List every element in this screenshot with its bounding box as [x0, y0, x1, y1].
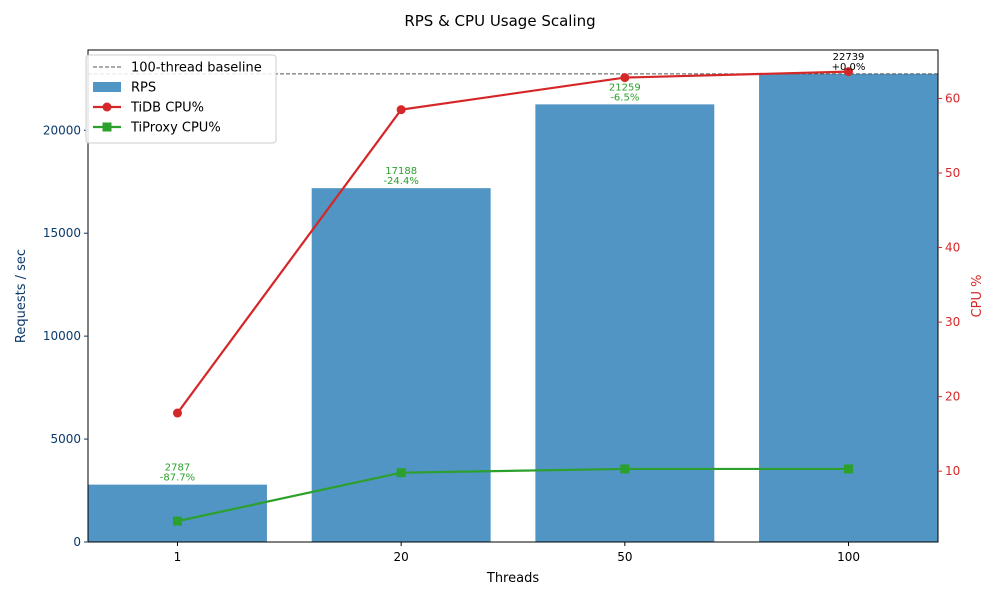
series-line-tiproxycpu — [177, 467, 849, 523]
bar-value-label-50: 21259 — [609, 82, 641, 93]
series-point-tiproxycpu-50 — [620, 464, 630, 474]
x-tick-label-1: 1 — [174, 550, 182, 564]
y-axis-right: 10 20 30 40 50 60 — [938, 91, 960, 478]
series-point-tidbcpu-1 — [172, 408, 182, 418]
series-point-tidbcpu-100 — [844, 67, 854, 77]
bar-value-labels: 2787-87.7% 17188-24.4% 21259-6.5% 22739+0.0… — [160, 52, 866, 484]
y-right-tick-label-40: 40 — [945, 241, 960, 255]
bar-value-label-1: 2787 — [165, 463, 190, 474]
rps-bar-20 — [311, 188, 491, 542]
y-left-tick-label-20000: 20000 — [43, 123, 81, 137]
bar-value-label-100: 22739 — [833, 52, 865, 63]
y-left-tick-label-15000: 15000 — [43, 226, 81, 240]
x-axis: 1 20 50 100 — [174, 542, 860, 564]
y-axis-right-label: CPU % — [970, 275, 985, 318]
legend-label-rps: RPS — [131, 81, 156, 96]
y-right-tick-label-10: 10 — [945, 464, 960, 478]
x-tick-label-20: 20 — [394, 550, 409, 564]
y-right-tick-label-30: 30 — [945, 315, 960, 329]
bar-change-label-50: -6.5% — [610, 92, 639, 103]
series-point-tiproxycpu-1 — [172, 516, 182, 526]
x-tick-label-50: 50 — [617, 550, 632, 564]
y-axis-left-label: Requests / sec — [14, 249, 29, 343]
legend: 100-thread baseline RPS TiDB CPU% TiProxy C… — [85, 54, 277, 144]
y-axis-left: 0 5000 10000 15000 20000 — [43, 123, 88, 549]
y-right-tick-label-60: 60 — [945, 91, 960, 105]
legend-label-100threadbaseline: 100-thread baseline — [131, 61, 262, 76]
legend-label-tidbcpu: TiDB CPU% — [130, 101, 204, 116]
legend-swatch-rps — [93, 82, 121, 92]
rps-bar-1 — [88, 484, 267, 542]
bar-change-label-1: -87.7% — [160, 473, 195, 484]
series-line-tidbcpu — [176, 70, 849, 414]
series-point-tidbcpu-20 — [396, 105, 406, 115]
bar-change-label-20: -24.4% — [383, 176, 418, 187]
plot-frame — [87, 49, 939, 543]
legend-box — [85, 54, 277, 144]
legend-marker-tidbcpu — [102, 102, 112, 112]
y-right-tick-label-20: 20 — [945, 390, 960, 404]
bar-change-label-100: +0.0% — [832, 62, 866, 73]
rps-bar-50 — [535, 104, 715, 542]
cpu-lines — [172, 67, 854, 526]
rps-bar-100 — [759, 73, 938, 542]
series-point-tiproxycpu-20 — [396, 468, 406, 478]
chart-title: RPS & CPU Usage Scaling — [404, 12, 595, 30]
bar-value-label-20: 17188 — [385, 166, 417, 177]
series-point-tiproxycpu-100 — [844, 464, 854, 474]
legend-label-tiproxycpu: TiProxy CPU% — [130, 121, 221, 136]
y-right-tick-label-50: 50 — [945, 166, 960, 180]
y-left-tick-label-10000: 10000 — [43, 329, 81, 343]
legend-marker-tiproxycpu — [102, 122, 112, 132]
x-axis-label: Threads — [486, 571, 539, 586]
y-left-tick-label-5000: 5000 — [50, 432, 81, 446]
x-tick-label-100: 100 — [837, 550, 860, 564]
y-left-tick-label-0: 0 — [73, 535, 81, 549]
series-point-tidbcpu-50 — [620, 73, 630, 83]
